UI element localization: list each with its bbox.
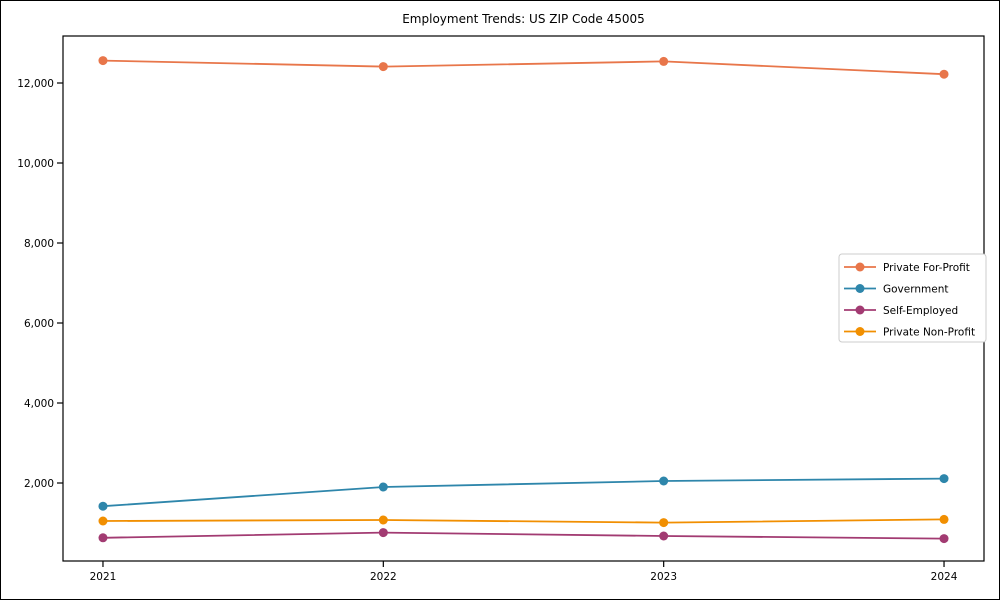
x-axis-tick-label: 2021 [90,571,117,583]
data-point-private-for-profit-2023 [659,56,669,66]
data-point-government-2022 [378,482,388,492]
x-axis-tick-label: 2024 [931,571,958,583]
data-point-private-for-profit-2021 [98,56,108,66]
series-line-private-for-profit [102,59,945,76]
y-axis-tick-label: 4,000 [24,398,54,410]
data-point-government-2024 [939,474,949,484]
x-axis-tick-label: 2023 [650,571,677,583]
legend-label-private-for-profit: Private For-Profit [883,262,970,274]
legend-marker-government [855,284,865,293]
chart-title: Employment Trends: US ZIP Code 45005 [402,12,645,26]
data-point-private-non-profit-2022 [378,515,388,525]
legend-marker-self-employed [855,305,865,315]
y-axis-tick-label: 6,000 [24,318,54,330]
data-point-self-employed-2021 [98,533,108,543]
data-point-private-non-profit-2021 [98,516,108,526]
data-point-self-employed-2022 [378,528,388,538]
series-line-self-employed [102,531,945,540]
legend-marker-private-for-profit [855,262,865,272]
data-point-government-2021 [98,501,108,511]
x-axis-tick-label: 2022 [370,571,397,583]
y-axis-tick-label: 10,000 [17,158,54,170]
series-line-private-non-profit [102,518,945,524]
y-axis-tick-label: 2,000 [24,478,54,490]
legend-label-self-employed: Self-Employed [883,305,958,317]
data-point-government-2023 [659,476,669,486]
legend-label-government: Government [883,283,948,295]
data-point-self-employed-2023 [659,531,669,541]
y-axis-tick-label: 12,000 [17,78,54,90]
data-point-self-employed-2024 [939,534,949,544]
data-point-private-non-profit-2023 [659,518,669,528]
legend-box [838,253,987,343]
y-axis-tick-label: 8,000 [24,238,54,250]
series-line-government [102,477,945,508]
legend-marker-private-non-profit [855,327,865,336]
data-point-private-for-profit-2024 [939,69,949,79]
data-point-private-for-profit-2022 [378,62,388,72]
data-point-private-non-profit-2024 [939,514,949,524]
legend-label-private-non-profit: Private Non-Profit [883,326,975,338]
